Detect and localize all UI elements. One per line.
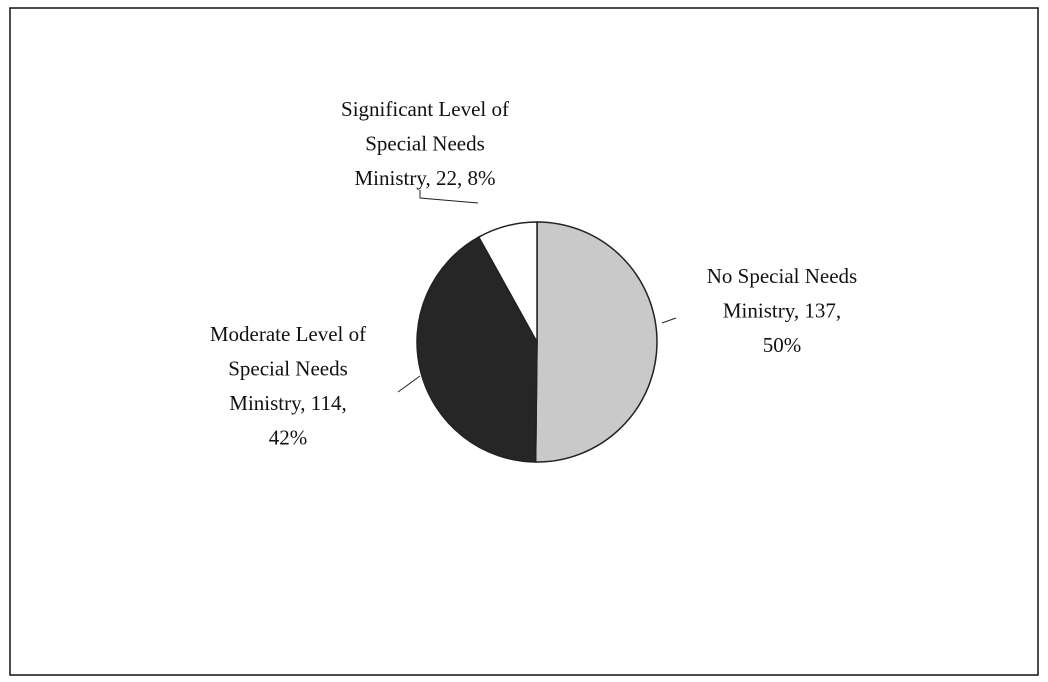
data-label-line: Moderate Level of bbox=[210, 322, 366, 346]
data-label-line: Significant Level of bbox=[341, 97, 509, 121]
data-label-line: Special Needs bbox=[365, 132, 485, 156]
data-label-line: Ministry, 137, bbox=[723, 299, 841, 323]
data-label: Moderate Level of Special Needs Ministry, … bbox=[210, 322, 366, 450]
data-label-line: No Special Needs bbox=[707, 264, 857, 288]
pie-slice bbox=[534, 221, 658, 463]
data-label-line: Ministry, 114, bbox=[229, 391, 346, 415]
pie-slice bbox=[416, 236, 538, 463]
leader-line bbox=[661, 317, 677, 324]
data-label: No Special Needs Ministry, 137, 50% bbox=[707, 264, 857, 357]
leader-line bbox=[419, 190, 479, 204]
data-label-line: 50% bbox=[763, 333, 802, 357]
data-label-line: Special Needs bbox=[228, 357, 348, 381]
leader-line bbox=[397, 375, 421, 393]
data-label: Significant Level of Special Needs Ministr… bbox=[341, 97, 509, 190]
data-label-line: 42% bbox=[269, 426, 308, 450]
data-label-line: Ministry, 22, 8% bbox=[355, 166, 496, 190]
pie-slice bbox=[477, 221, 538, 345]
